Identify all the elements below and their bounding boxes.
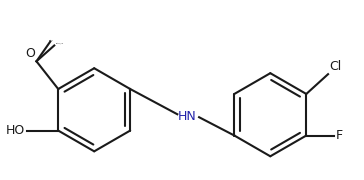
Text: methyl_line: methyl_line [56,42,64,44]
Text: HO: HO [5,124,25,137]
Text: O: O [25,47,35,60]
Text: F: F [336,129,343,142]
Text: HN: HN [178,110,197,123]
Text: Cl: Cl [329,60,341,73]
Text: methyl: methyl [49,39,54,40]
